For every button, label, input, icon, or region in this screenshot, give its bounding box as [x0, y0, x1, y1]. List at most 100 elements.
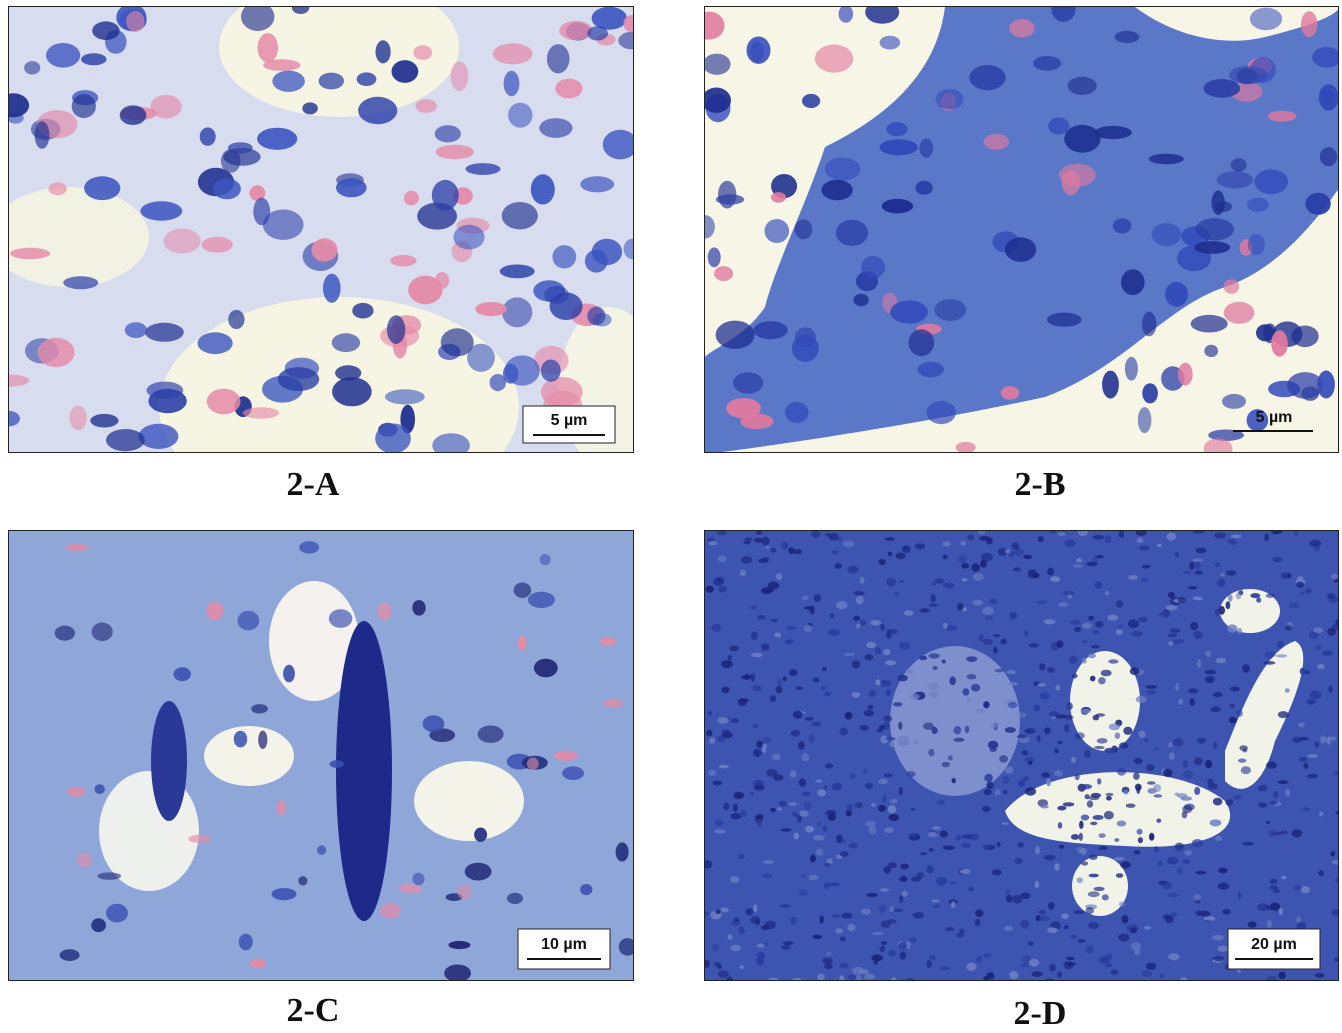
cell-nucleus	[1002, 790, 1008, 795]
cell-nucleus	[1165, 605, 1178, 611]
cell-nucleus	[1036, 600, 1048, 604]
cell-nucleus	[474, 827, 488, 842]
cell-nucleus	[1192, 596, 1203, 601]
micrograph: 10 µm	[8, 530, 634, 981]
cell-nucleus	[464, 862, 492, 881]
cell-nucleus	[1011, 542, 1020, 550]
cell-nucleus	[1027, 761, 1033, 765]
panel-label: 2-A	[286, 466, 340, 503]
cell-nucleus	[707, 247, 721, 268]
cell-nucleus	[1182, 859, 1190, 864]
cell-nucleus	[1240, 766, 1251, 775]
cell-nucleus	[780, 828, 792, 832]
cell-nucleus	[1300, 886, 1311, 894]
cell-nucleus	[546, 44, 570, 74]
cell-nucleus	[1128, 575, 1138, 580]
cell-nucleus	[403, 190, 419, 206]
cell-nucleus	[927, 833, 938, 838]
cell-nucleus	[932, 826, 941, 830]
cell-nucleus	[798, 889, 808, 896]
cell-nucleus	[9, 93, 30, 118]
cell-nucleus	[1100, 669, 1112, 677]
cell-nucleus	[705, 11, 725, 40]
cell-nucleus	[718, 585, 727, 593]
cell-nucleus	[1115, 629, 1123, 635]
cell-nucleus	[1108, 723, 1121, 731]
cell-nucleus	[974, 918, 981, 927]
cell-nucleus	[1214, 532, 1226, 539]
cell-nucleus	[188, 834, 212, 843]
cell-nucleus	[852, 966, 864, 975]
cell-nucleus	[1167, 893, 1179, 898]
cell-nucleus	[824, 962, 833, 970]
cell-nucleus	[928, 954, 937, 961]
cell-nucleus	[810, 854, 816, 863]
cell-nucleus	[1180, 796, 1193, 801]
cell-nucleus	[502, 297, 533, 328]
cell-nucleus	[1151, 223, 1182, 247]
cell-nucleus	[555, 78, 583, 99]
cell-nucleus	[1013, 567, 1021, 572]
cell-nucleus	[729, 645, 739, 652]
cell-nucleus	[1335, 811, 1338, 815]
cell-nucleus	[1315, 644, 1322, 651]
cell-nucleus	[982, 606, 994, 615]
cell-nucleus	[878, 778, 888, 785]
cell-nucleus	[250, 958, 266, 969]
cell-nucleus	[1172, 738, 1184, 747]
cell-nucleus	[844, 652, 856, 656]
cell-nucleus	[1070, 834, 1080, 840]
cell-nucleus	[1072, 673, 1078, 679]
cell-nucleus	[587, 26, 608, 41]
cell-nucleus	[856, 974, 862, 980]
cell-nucleus	[765, 545, 770, 550]
cell-nucleus	[942, 582, 955, 589]
cell-nucleus	[831, 913, 841, 918]
cell-nucleus	[708, 540, 718, 546]
cell-nucleus	[1230, 158, 1247, 172]
cell-nucleus	[739, 965, 744, 970]
cell-nucleus	[912, 738, 919, 745]
cell-nucleus	[834, 563, 842, 569]
cell-nucleus	[1104, 590, 1110, 596]
cell-nucleus	[764, 219, 790, 243]
cell-nucleus	[878, 559, 886, 565]
cell-nucleus	[408, 275, 443, 305]
cell-nucleus	[1156, 818, 1162, 823]
cell-nucleus	[415, 99, 438, 113]
cell-nucleus	[91, 918, 106, 933]
cell-nucleus	[799, 810, 809, 817]
cell-nucleus	[791, 811, 797, 817]
cell-nucleus	[726, 976, 734, 980]
cell-nucleus	[206, 601, 224, 621]
cell-nucleus	[76, 852, 92, 868]
cell-nucleus	[929, 691, 939, 698]
cell-nucleus	[803, 624, 813, 633]
cell-nucleus	[961, 842, 971, 848]
cell-nucleus	[233, 730, 248, 748]
cell-nucleus	[788, 669, 798, 676]
cell-nucleus	[1182, 770, 1194, 780]
cell-nucleus	[262, 209, 304, 240]
cell-nucleus	[1242, 664, 1250, 673]
cell-nucleus	[880, 623, 885, 631]
cell-nucleus	[1003, 926, 1013, 931]
cell-nucleus	[996, 841, 1001, 848]
cell-nucleus	[1333, 770, 1338, 776]
cell-nucleus	[853, 293, 869, 307]
cell-nucleus	[828, 532, 839, 541]
cell-nucleus	[794, 219, 813, 240]
cell-nucleus	[1136, 537, 1144, 543]
cell-nucleus	[1098, 846, 1108, 850]
cell-nucleus	[1193, 757, 1203, 766]
cell-nucleus	[903, 610, 914, 616]
cell-nucleus	[1330, 851, 1336, 857]
cell-nucleus	[584, 249, 608, 273]
cell-nucleus	[1031, 971, 1043, 977]
cell-nucleus	[1277, 780, 1289, 785]
cell-nucleus	[740, 556, 753, 564]
cell-nucleus	[884, 827, 894, 833]
cell-nucleus	[900, 863, 910, 870]
cell-nucleus	[733, 917, 740, 923]
cell-nucleus	[879, 888, 890, 892]
